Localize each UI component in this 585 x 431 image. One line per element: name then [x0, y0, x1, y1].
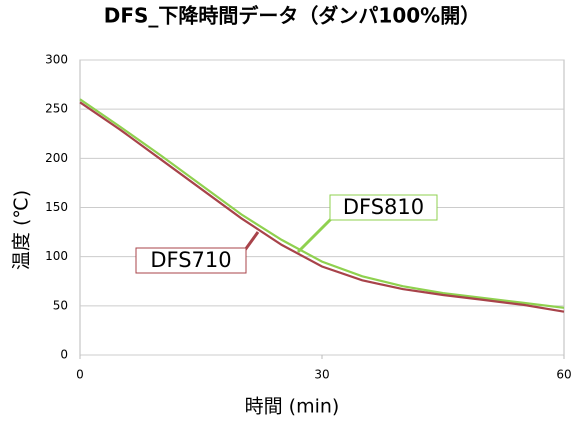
leader-line: [243, 231, 260, 251]
y-tick-label: 50: [53, 298, 68, 312]
y-tick-label: 0: [60, 348, 68, 362]
chart-title: DFS_下降時間データ（ダンパ100%開）: [104, 4, 480, 28]
y-tick-label: 300: [45, 53, 68, 67]
label-box: [135, 247, 247, 274]
x-tick-label: 0: [76, 368, 84, 382]
y-tick-label: 250: [45, 102, 68, 116]
leader-line: [296, 216, 334, 254]
x-axis-label: 時間 (min): [245, 396, 340, 418]
series-label: DFS810: [343, 195, 424, 219]
series-line: [79, 98, 565, 309]
x-tick-label: 30: [314, 368, 329, 382]
series-label: DFS710: [150, 248, 231, 272]
x-tick-label: 60: [556, 368, 571, 382]
y-tick-label: 100: [45, 249, 68, 263]
y-tick-label: 150: [45, 200, 68, 214]
series-line: [79, 101, 565, 313]
label-box: [329, 194, 438, 221]
y-axis-label: 温度 (℃): [11, 190, 33, 270]
y-tick-label: 200: [45, 151, 68, 165]
